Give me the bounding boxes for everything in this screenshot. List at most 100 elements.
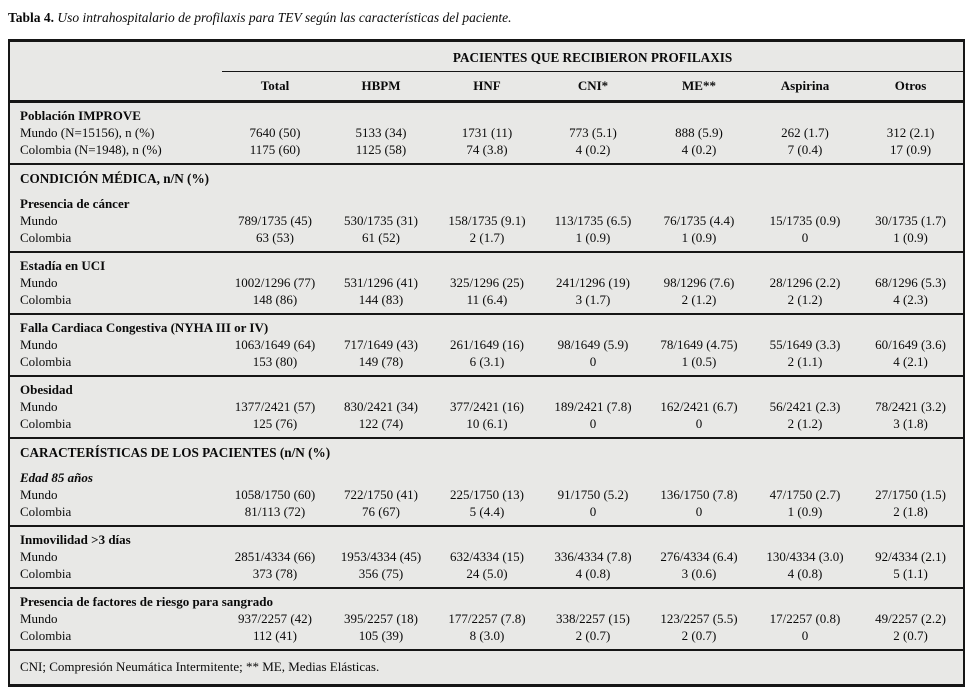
table-cell: 81/113 (72) [244, 504, 306, 519]
table-cell: 3 (1.8) [893, 416, 928, 431]
row-label: Mundo [20, 487, 58, 502]
column-header-total: Total [222, 71, 328, 103]
corner-cell [9, 41, 222, 72]
table-cell: 830/2421 (34) [343, 399, 419, 414]
row-label: Mundo [20, 399, 58, 414]
table-caption: Tabla 4. Uso intrahospitalario de profil… [8, 9, 965, 26]
table-cell: 98/1296 (7.6) [663, 275, 735, 290]
table-cell: 17/2257 (0.8) [769, 611, 841, 626]
table-cell: 241/1296 (19) [555, 275, 631, 290]
table-cell: 717/1649 (43) [343, 337, 419, 352]
table-cell: 136/1750 (7.8) [660, 487, 738, 502]
column-header-hnf: HNF [434, 71, 540, 103]
table-cell: 2 (1.1) [787, 354, 823, 369]
table-cell: 2 (1.2) [787, 416, 823, 431]
table-row: Mundo 2851/4334 (66) 1953/4334 (45) 632/433… [9, 548, 964, 565]
row-label: Mundo [20, 213, 58, 228]
table-row: Colombia 125 (76) 122 (74) 10 (6.1) 0 0 2 (1.2… [9, 415, 964, 438]
table-cell: 530/1735 (31) [343, 213, 419, 228]
group-label-row: Obesidad [9, 375, 965, 398]
table-row: Colombia 148 (86) 144 (83) 11 (6.4) 3 (1.7) 2… [9, 291, 964, 314]
section-band-características-de-los-pacient: CARACTERÍSTICAS DE LOS PACIENTES (n/N (%… [9, 437, 965, 466]
table-cell: 177/2257 (7.8) [448, 611, 526, 626]
row-label: Mundo [20, 337, 58, 352]
table-cell: 76 (67) [362, 504, 400, 519]
row-label: Colombia [20, 354, 72, 369]
table-cell: 377/2421 (16) [449, 399, 525, 414]
column-header-me: ME** [646, 71, 752, 103]
table-cell: 0 [801, 628, 809, 643]
table-cell: 74 (3.8) [466, 142, 508, 157]
table-cell: 0 [589, 354, 597, 369]
group-label-row: Estadía en UCI [9, 251, 965, 274]
table-cell: 5133 (34) [355, 125, 407, 140]
table-cell: 49/2257 (2.2) [875, 611, 946, 626]
table-cell: 0 [695, 504, 703, 519]
table-cell: 153 (80) [252, 354, 298, 369]
table-cell: 63 (53) [256, 230, 294, 245]
table-cell: 0 [695, 416, 703, 431]
table-cell: 5 (1.1) [893, 566, 928, 581]
table-cell: 7640 (50) [249, 125, 301, 140]
column-header-aspirina: Aspirina [752, 71, 858, 103]
table-cell: 1063/1649 (64) [234, 337, 316, 352]
table-cell: 2 (1.8) [893, 504, 928, 519]
table-cell: 722/1750 (41) [343, 487, 419, 502]
table-cell: 888 (5.9) [675, 125, 723, 140]
group-label-población-improve: Población IMPROVE [20, 108, 141, 123]
table-caption-number: Tabla 4. [8, 10, 55, 25]
group-label-row: Edad 85 años [9, 466, 964, 486]
table-cell: 4 (0.2) [575, 142, 611, 157]
table-cell: 3 (1.7) [575, 292, 611, 307]
table-cell: 4 (2.3) [893, 292, 928, 307]
table-cell: 15/1735 (0.9) [769, 213, 841, 228]
row-label: Colombia [20, 566, 72, 581]
table-cell: 27/1750 (1.5) [875, 487, 946, 502]
table-cell: 92/4334 (2.1) [875, 549, 946, 564]
table-cell: 148 (86) [252, 292, 298, 307]
table-cell: 158/1735 (9.1) [448, 213, 526, 228]
table-cell: 2 (0.7) [681, 628, 717, 643]
table-cell: 1953/4334 (45) [340, 549, 422, 564]
table-cell: 61 (52) [362, 230, 400, 245]
table-cell: 55/1649 (3.3) [769, 337, 841, 352]
table-cell: 7 (0.4) [787, 142, 823, 157]
table-row: Colombia 112 (41) 105 (39) 8 (3.0) 2 (0.7) 2 … [9, 627, 964, 650]
table-cell: 1 (0.5) [681, 354, 717, 369]
table-row: Colombia (N=1948), n (%) 1175 (60) 1125 (5… [9, 141, 964, 164]
table-cell: 1377/2421 (57) [234, 399, 316, 414]
group-label-falla-cardiaca-congestiva-nyha: Falla Cardiaca Congestiva (NYHA III or I… [9, 313, 965, 336]
table-cell: 8 (3.0) [469, 628, 505, 643]
table-cell: 78/1649 (4.75) [660, 337, 738, 352]
table-cell: 531/1296 (41) [343, 275, 419, 290]
table-cell: 123/2257 (5.5) [660, 611, 738, 626]
table-cell: 1058/1750 (60) [234, 487, 316, 502]
table-cell: 60/1649 (3.6) [875, 337, 946, 352]
table-cell: 2 (1.7) [469, 230, 505, 245]
table-cell: 125 (76) [252, 416, 298, 431]
table-cell: 773 (5.1) [569, 125, 617, 140]
table-row: Colombia 63 (53) 61 (52) 2 (1.7) 1 (0.9) 1 (0… [9, 229, 964, 252]
table-cell: 4 (0.8) [787, 566, 823, 581]
table-cell: 0 [589, 416, 597, 431]
table-cell: 113/1735 (6.5) [554, 213, 632, 228]
table-cell: 68/1296 (5.3) [875, 275, 946, 290]
table-cell: 2 (0.7) [893, 628, 928, 643]
table-row: Mundo (N=15156), n (%) 7640 (50) 5133 (34)… [9, 124, 964, 141]
table-cell: 2 (1.2) [681, 292, 717, 307]
row-label: Colombia [20, 504, 72, 519]
group-label-presencia-de-factores-de-riesg: Presencia de factores de riesgo para san… [9, 587, 965, 610]
table-cell: 1175 (60) [249, 142, 301, 157]
table-cell: 4 (2.1) [893, 354, 928, 369]
column-header-empty [9, 71, 222, 103]
group-label-inmovilidad-3-días: Inmovilidad >3 días [9, 525, 965, 548]
table-container: PACIENTES QUE RECIBIERON PROFILAXIS Tota… [8, 39, 966, 687]
table-cell: 1 (0.9) [681, 230, 717, 245]
profilaxis-table: PACIENTES QUE RECIBIERON PROFILAXIS Tota… [8, 39, 966, 687]
row-label: Colombia (N=1948), n (%) [20, 142, 162, 157]
group-label-row: Inmovilidad >3 días [9, 525, 965, 548]
row-label: Colombia [20, 628, 72, 643]
table-cell: 11 (6.4) [466, 292, 508, 307]
table-cell: 336/4334 (7.8) [554, 549, 632, 564]
spanning-header-row: PACIENTES QUE RECIBIERON PROFILAXIS [9, 40, 965, 72]
